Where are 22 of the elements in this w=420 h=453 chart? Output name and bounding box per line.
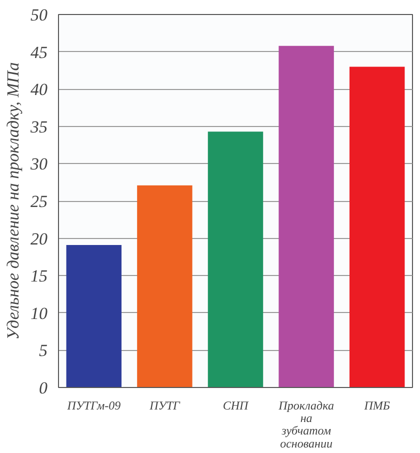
y-tick-label: 40 [30, 80, 48, 100]
x-tick-label: СНП [222, 398, 250, 412]
y-tick-label: 50 [30, 6, 48, 24]
bar [208, 132, 264, 388]
x-tick-label: ПУТГ [148, 398, 181, 412]
y-tick-label: 45 [30, 42, 48, 62]
bar [278, 46, 334, 388]
y-tick-label: 30 [30, 154, 48, 174]
y-tick-label: 10 [30, 304, 48, 323]
y-tick-label: 35 [30, 117, 48, 136]
bar [137, 185, 192, 388]
x-tick-label: ПУТГм-09 [66, 398, 121, 412]
bar [66, 245, 122, 388]
x-tick-label: ПМБ [363, 398, 390, 412]
y-tick-label: 25 [30, 192, 48, 211]
x-tick-label: Прокладка на зубчатом основании [278, 398, 334, 450]
y-tick-label: 5 [39, 341, 48, 360]
y-tick-label: 20 [30, 229, 48, 248]
y-tick-label: 15 [30, 266, 48, 286]
y-axis-title: Удельное давление на прокладку, МПа [4, 62, 22, 340]
bar [349, 66, 405, 388]
y-tick-label: 0 [39, 378, 48, 398]
